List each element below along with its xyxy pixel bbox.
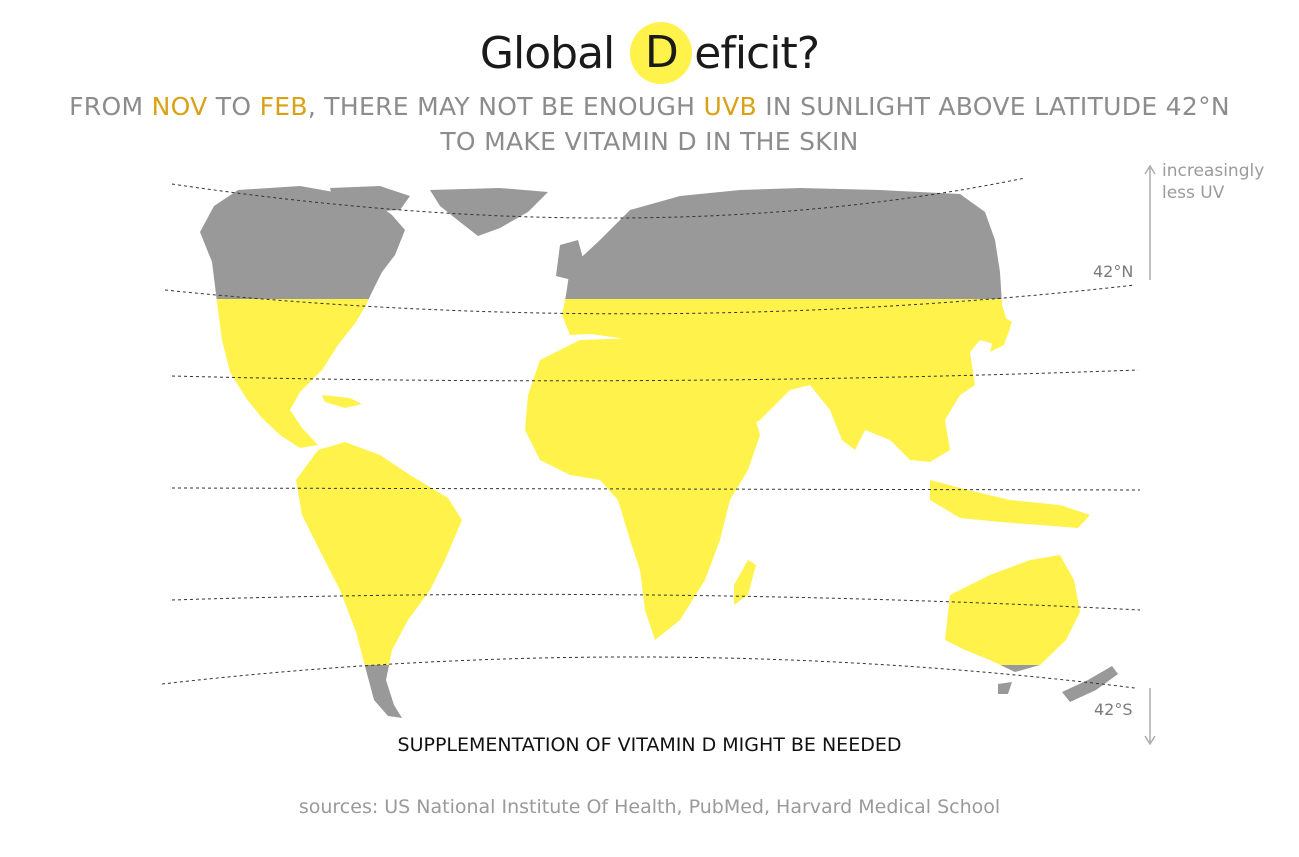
subtitle-seg: , THERE MAY NOT BE ENOUGH: [307, 92, 704, 121]
subtitle-seg: TO: [207, 92, 260, 121]
subtitle-line-1: FROM NOV TO FEB, THERE MAY NOT BE ENOUGH…: [0, 92, 1299, 121]
title-d-badge: D: [630, 22, 693, 84]
subtitle-seg: IN SUNLIGHT ABOVE LATITUDE 42°N: [756, 92, 1230, 121]
title-prefix: Global: [479, 28, 615, 79]
title-suffix: eficit?: [694, 28, 820, 79]
less-uv-arrow-up: [1144, 164, 1156, 280]
subtitle-highlight-feb: FEB: [259, 92, 308, 121]
latitude-line-20s: [171, 593, 1141, 611]
latitude-line-60n: [171, 177, 1026, 219]
latitude-lines: [161, 177, 1141, 689]
note-line-1: increasingly: [1162, 161, 1265, 181]
note-line-2: less UV: [1162, 183, 1225, 203]
less-uv-note: increasingly less UV: [1162, 160, 1264, 204]
latitude-line-equator: [171, 487, 1141, 491]
subtitle-highlight-uvb: UVB: [703, 92, 757, 121]
latitude-line-42n: [164, 284, 1136, 315]
subtitle-highlight-nov: NOV: [151, 92, 208, 121]
subtitle-seg: FROM: [69, 92, 152, 121]
latitude-line-20n: [171, 369, 1139, 382]
supplementation-callout: SUPPLEMENTATION OF VITAMIN D MIGHT BE NE…: [397, 734, 902, 756]
less-uv-arrow-down: [1144, 688, 1156, 746]
latitude-label-42n: 42°N: [1093, 262, 1134, 281]
sources-line: sources: US National Institute Of Health…: [298, 796, 1001, 818]
latitude-line-42s: [161, 656, 1136, 689]
latitude-label-42s: 42°S: [1094, 700, 1133, 719]
subtitle-line-2: TO MAKE VITAMIN D IN THE SKIN: [440, 127, 859, 156]
